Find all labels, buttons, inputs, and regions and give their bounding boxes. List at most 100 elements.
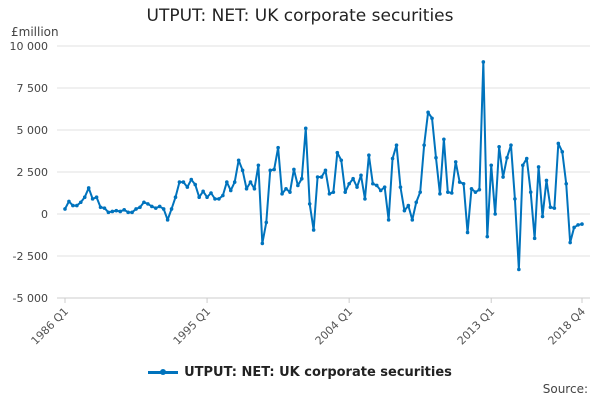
data-point	[465, 230, 470, 235]
y-tick-label: 2 500	[17, 166, 49, 179]
source-label: Source:	[542, 382, 588, 396]
data-point	[228, 188, 233, 193]
data-point	[351, 176, 355, 181]
data-point	[402, 208, 407, 213]
data-point	[410, 218, 415, 222]
data-point	[406, 203, 411, 208]
data-point	[394, 143, 399, 147]
x-tick-label: 2018 Q4	[546, 305, 589, 348]
data-point	[485, 234, 490, 239]
data-point	[280, 192, 284, 196]
data-point	[319, 175, 324, 179]
data-point	[193, 182, 198, 187]
data-point	[418, 190, 422, 194]
data-point	[126, 210, 130, 215]
data-point	[497, 145, 501, 149]
data-point	[197, 195, 201, 199]
data-point	[449, 191, 454, 195]
legend-label: UTPUT: NET: UK corporate securities	[184, 365, 452, 380]
data-point	[453, 160, 458, 164]
data-point	[355, 185, 359, 189]
x-tick-label: 1995 Q1	[171, 305, 214, 348]
data-point	[240, 168, 245, 173]
data-point	[386, 218, 391, 222]
data-point	[367, 153, 371, 157]
data-point	[150, 204, 154, 209]
data-point	[122, 208, 126, 212]
data-point	[398, 185, 403, 189]
data-point	[371, 181, 375, 186]
data-point	[528, 190, 533, 194]
data-point	[540, 214, 545, 219]
data-point	[268, 168, 273, 173]
data-point	[252, 187, 257, 191]
data-point	[157, 204, 162, 209]
data-point	[232, 180, 237, 184]
data-point	[106, 210, 111, 215]
data-point	[517, 267, 521, 272]
data-point	[374, 183, 379, 188]
data-point	[221, 193, 225, 198]
data-point	[568, 240, 572, 245]
data-point	[493, 212, 497, 216]
legend[interactable]: UTPUT: NET: UK corporate securities	[0, 365, 600, 380]
data-point	[153, 206, 158, 210]
data-point	[63, 207, 67, 211]
data-point	[201, 189, 205, 194]
x-tick-label: 2004 Q1	[313, 305, 356, 348]
data-point	[102, 206, 107, 210]
data-point	[225, 180, 229, 184]
data-point	[169, 207, 174, 211]
data-point	[335, 150, 340, 155]
y-tick-label: 5 000	[17, 124, 49, 137]
data-point	[114, 208, 119, 213]
data-point	[130, 210, 134, 215]
data-point	[552, 206, 557, 210]
data-point	[161, 207, 166, 211]
data-point	[548, 205, 553, 210]
data-point	[248, 180, 253, 184]
data-point	[209, 191, 213, 195]
y-tick-label: -2 500	[13, 250, 48, 263]
data-point	[276, 145, 280, 150]
data-point	[67, 199, 71, 204]
data-point	[580, 222, 584, 226]
data-point	[536, 165, 541, 169]
data-point	[311, 228, 316, 232]
data-point	[110, 209, 115, 214]
data-point	[299, 176, 304, 181]
y-tick-label: 7 500	[17, 82, 49, 95]
data-point	[205, 195, 209, 199]
data-point	[78, 200, 83, 205]
data-point	[272, 167, 276, 172]
data-point	[521, 163, 525, 168]
data-point	[146, 202, 150, 206]
data-point	[544, 178, 549, 183]
chart-title: UTPUT: NET: UK corporate securities	[146, 6, 454, 26]
data-point	[82, 195, 87, 199]
data-point	[165, 218, 170, 222]
data-point	[430, 116, 434, 121]
data-point	[331, 190, 336, 194]
data-point	[315, 175, 320, 179]
data-point	[457, 180, 462, 184]
data-point	[217, 197, 221, 201]
data-point	[75, 203, 79, 208]
y-tick-label: 10 000	[10, 40, 49, 53]
data-point	[264, 220, 269, 225]
data-point	[564, 181, 569, 186]
x-tick-label: 2013 Q1	[455, 305, 498, 348]
data-point	[296, 183, 300, 188]
data-point	[118, 209, 123, 214]
data-point	[90, 197, 95, 201]
series-line	[64, 60, 583, 271]
data-point	[556, 141, 561, 146]
data-point	[532, 236, 537, 241]
data-point	[260, 241, 265, 246]
data-point	[422, 143, 426, 147]
data-point	[442, 137, 446, 142]
data-point	[477, 187, 482, 192]
data-point	[501, 175, 505, 179]
data-point	[173, 195, 178, 199]
